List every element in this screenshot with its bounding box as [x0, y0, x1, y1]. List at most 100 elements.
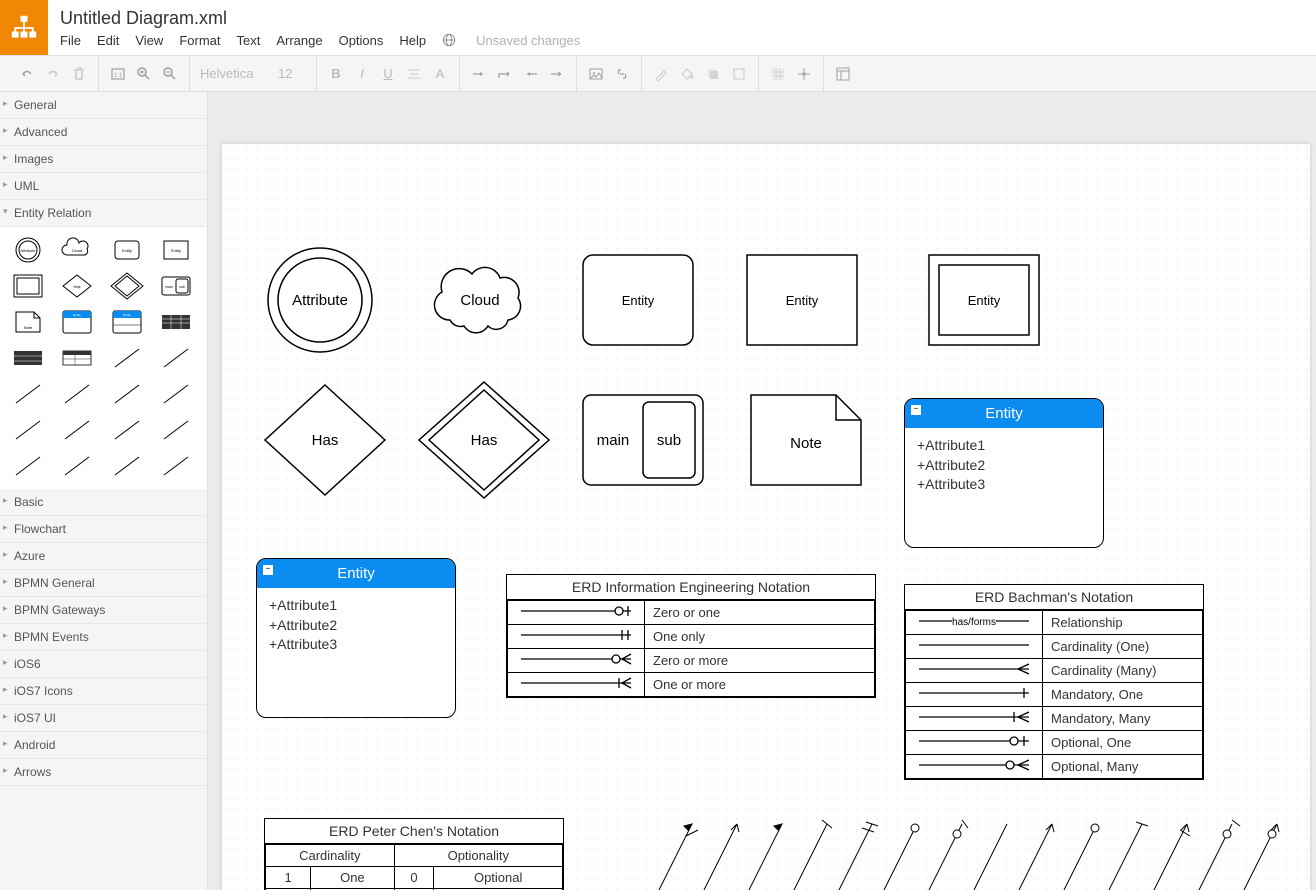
menu-arrange[interactable]: Arrange — [276, 33, 322, 48]
menu-help[interactable]: Help — [399, 33, 426, 48]
sidebar-section[interactable]: iOS7 Icons — [0, 678, 207, 705]
undo-button[interactable] — [18, 65, 36, 83]
sidebar-section[interactable]: General — [0, 92, 207, 119]
palette-main-sub[interactable]: mainsub — [156, 271, 196, 301]
palette-entity-blue2[interactable]: Entity — [107, 307, 147, 337]
palette-line11[interactable] — [8, 451, 48, 481]
sidebar-section[interactable]: iOS6 — [0, 651, 207, 678]
menu-edit[interactable]: Edit — [97, 33, 119, 48]
palette-line14[interactable] — [156, 451, 196, 481]
shape-attribute[interactable]: Attribute — [260, 240, 380, 363]
sidebar-section[interactable]: Arrows — [0, 759, 207, 786]
palette-has-double-diamond[interactable] — [107, 271, 147, 301]
palette-table-dark2[interactable] — [8, 343, 48, 373]
shape-entity-double[interactable]: Entity — [924, 250, 1044, 353]
globe-icon[interactable] — [442, 33, 456, 47]
palette-line5[interactable] — [107, 379, 147, 409]
table-ie-notation[interactable]: ERD Information Engineering Notation Zer… — [506, 574, 876, 698]
sidebar-section[interactable]: Flowchart — [0, 516, 207, 543]
palette-cloud[interactable]: Cloud — [57, 235, 97, 265]
zoom-in-button[interactable] — [135, 65, 153, 83]
palette-entity-round[interactable]: Entity — [107, 235, 147, 265]
sidebar-section[interactable]: UML — [0, 173, 207, 200]
menu-format[interactable]: Format — [179, 33, 220, 48]
shape-button[interactable] — [730, 65, 748, 83]
app-logo[interactable] — [0, 0, 48, 55]
palette-line4[interactable] — [57, 379, 97, 409]
align-button[interactable] — [405, 65, 423, 83]
shape-has-double-diamond[interactable]: Has — [414, 380, 554, 503]
palette-line13[interactable] — [107, 451, 147, 481]
menu-view[interactable]: View — [135, 33, 163, 48]
canvas[interactable]: Attribute Cloud Entity Entity Entity Has… — [222, 144, 1310, 890]
layout-button[interactable] — [834, 65, 852, 83]
palette-line12[interactable] — [57, 451, 97, 481]
fit-button[interactable]: 1:1 — [109, 65, 127, 83]
shape-note[interactable]: Note — [746, 390, 866, 493]
palette-line10[interactable] — [156, 415, 196, 445]
palette-table-dark[interactable] — [156, 307, 196, 337]
sidebar-section[interactable]: iOS7 UI — [0, 705, 207, 732]
collapse-icon[interactable]: − — [911, 405, 921, 415]
shape-entity-square[interactable]: Entity — [742, 250, 862, 353]
shape-cloud[interactable]: Cloud — [420, 250, 540, 353]
underline-button[interactable]: U — [379, 65, 397, 83]
delete-button[interactable] — [70, 65, 88, 83]
palette-line6[interactable] — [156, 379, 196, 409]
shape-has-diamond[interactable]: Has — [260, 380, 390, 503]
connector-lines[interactable] — [632, 814, 1292, 890]
sidebar-section[interactable]: Azure — [0, 543, 207, 570]
redo-button[interactable] — [44, 65, 62, 83]
guides-button[interactable] — [795, 65, 813, 83]
palette-table-light[interactable] — [57, 343, 97, 373]
fontcolor-button[interactable]: A — [431, 65, 449, 83]
table-bachman-notation[interactable]: ERD Bachman's Notation has/formsRelation… — [904, 584, 1204, 780]
palette-note[interactable]: Note — [8, 307, 48, 337]
sidebar-section[interactable]: Basic — [0, 489, 207, 516]
grid-button[interactable] — [769, 65, 787, 83]
palette-line8[interactable] — [57, 415, 97, 445]
font-select[interactable]: Helvetica — [200, 66, 270, 81]
palette-attribute[interactable]: Attribute — [8, 235, 48, 265]
italic-button[interactable]: I — [353, 65, 371, 83]
zoom-out-button[interactable] — [161, 65, 179, 83]
palette-entity-square[interactable]: Entity — [156, 235, 196, 265]
palette-line1[interactable] — [107, 343, 147, 373]
sidebar-section[interactable]: Images — [0, 146, 207, 173]
palette-line3[interactable] — [8, 379, 48, 409]
shape-main-sub[interactable]: mainsub — [578, 390, 708, 493]
collapse-icon[interactable]: − — [263, 565, 273, 575]
shape-entity-table-1[interactable]: −Entity +Attribute1 +Attribute2 +Attribu… — [904, 398, 1104, 548]
document-title[interactable]: Untitled Diagram.xml — [60, 8, 580, 29]
shadow-button[interactable] — [704, 65, 722, 83]
menu-text[interactable]: Text — [236, 33, 260, 48]
palette-line2[interactable] — [156, 343, 196, 373]
palette-entity-double[interactable] — [8, 271, 48, 301]
shape-entity-table-2[interactable]: −Entity +Attribute1 +Attribute2 +Attribu… — [256, 558, 456, 718]
fontsize-select[interactable]: 12 — [278, 66, 306, 81]
table-chen-notation[interactable]: ERD Peter Chen's Notation CardinalityOpt… — [264, 818, 564, 890]
sidebar-entity-relation[interactable]: Entity Relation — [0, 200, 207, 227]
sidebar-section[interactable]: BPMN Events — [0, 624, 207, 651]
arrow2-button[interactable] — [496, 65, 514, 83]
palette-has-diamond[interactable]: Has — [57, 271, 97, 301]
palette-entity-blue[interactable]: Entity — [57, 307, 97, 337]
sidebar-section[interactable]: BPMN General — [0, 570, 207, 597]
link-button[interactable] — [613, 65, 631, 83]
menu-options[interactable]: Options — [339, 33, 384, 48]
linecolor-button[interactable] — [652, 65, 670, 83]
sidebar-section[interactable]: Advanced — [0, 119, 207, 146]
sidebar-section[interactable]: Android — [0, 732, 207, 759]
arrow4-button[interactable] — [548, 65, 566, 83]
image-button[interactable] — [587, 65, 605, 83]
palette-line7[interactable] — [8, 415, 48, 445]
table-row: One or more — [508, 673, 875, 697]
fillcolor-button[interactable] — [678, 65, 696, 83]
shape-entity-round[interactable]: Entity — [578, 250, 698, 353]
palette-line9[interactable] — [107, 415, 147, 445]
menu-file[interactable]: File — [60, 33, 81, 48]
arrow1-button[interactable] — [470, 65, 488, 83]
sidebar-section[interactable]: BPMN Gateways — [0, 597, 207, 624]
bold-button[interactable]: B — [327, 65, 345, 83]
arrow3-button[interactable] — [522, 65, 540, 83]
